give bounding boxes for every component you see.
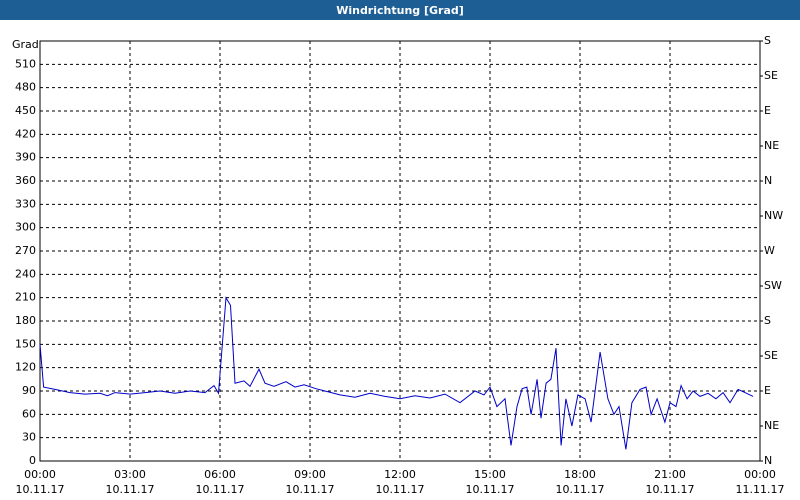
y-tick-label: 210 <box>15 291 36 304</box>
y2-tick-label: NE <box>764 419 779 432</box>
y-tick-label: 0 <box>29 454 36 467</box>
y-tick-label: 360 <box>15 174 36 187</box>
y2-tick-label: W <box>764 244 775 257</box>
x-tick-date: 10.11.17 <box>106 483 155 496</box>
y-tick-label: 90 <box>22 384 36 397</box>
y-tick-label: 330 <box>15 197 36 210</box>
title-bar <box>0 0 800 20</box>
x-tick-label: 06:00 <box>204 468 236 481</box>
y-tick-label: 120 <box>15 361 36 374</box>
y2-tick-label: NE <box>764 139 779 152</box>
y-tick-label: 390 <box>15 151 36 164</box>
y2-tick-label: N <box>764 454 772 467</box>
y2-tick-label: SE <box>764 349 778 362</box>
y2-tick-label: NW <box>764 209 783 222</box>
x-tick-label: 12:00 <box>384 468 416 481</box>
x-tick-label: 15:00 <box>474 468 506 481</box>
y2-tick-label: E <box>764 104 771 117</box>
y-tick-label: 150 <box>15 337 36 350</box>
y2-tick-label: SW <box>764 279 782 292</box>
y-tick-label: 420 <box>15 127 36 140</box>
x-tick-label: 21:00 <box>654 468 686 481</box>
y-tick-label: 180 <box>15 314 36 327</box>
y-tick-label: 480 <box>15 81 36 94</box>
y-tick-label: 450 <box>15 104 36 117</box>
x-tick-date: 10.11.17 <box>466 483 515 496</box>
x-tick-date: 10.11.17 <box>376 483 425 496</box>
x-tick-label: 09:00 <box>294 468 326 481</box>
data-line <box>39 296 754 450</box>
y2-tick-label: N <box>764 174 772 187</box>
x-tick-label: 18:00 <box>564 468 596 481</box>
x-tick-date: 10.11.17 <box>286 483 335 496</box>
y-axis-label: Grad <box>12 38 39 51</box>
y2-tick-label: S <box>764 34 771 47</box>
x-tick-date: 10.11.17 <box>646 483 695 496</box>
x-tick-date: 10.11.17 <box>196 483 245 496</box>
x-tick-label: 03:00 <box>114 468 146 481</box>
y-tick-label: 30 <box>22 431 36 444</box>
x-tick-date: 10.11.17 <box>16 483 65 496</box>
x-tick-date: 11.11.17 <box>736 483 785 496</box>
x-tick-label: 00:00 <box>24 468 56 481</box>
x-tick-date: 10.11.17 <box>556 483 605 496</box>
plot-frame <box>39 40 761 462</box>
x-tick-label: 00:00 <box>744 468 776 481</box>
y2-tick-label: S <box>764 314 771 327</box>
y2-tick-label: E <box>764 384 771 397</box>
y-tick-label: 240 <box>15 267 36 280</box>
y-tick-label: 60 <box>22 407 36 420</box>
y-tick-label: 270 <box>15 244 36 257</box>
y-tick-label: 300 <box>15 221 36 234</box>
y2-tick-label: SE <box>764 69 778 82</box>
chart-title: Windrichtung [Grad] <box>336 4 464 17</box>
y-tick-label: 510 <box>15 57 36 70</box>
